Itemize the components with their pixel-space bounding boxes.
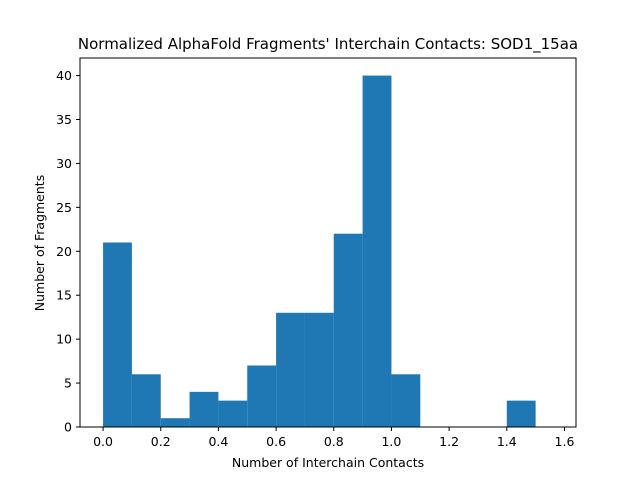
histogram-bar — [276, 312, 305, 427]
bars-group — [103, 75, 536, 428]
x-tick-label: 1.0 — [381, 434, 401, 449]
x-tick-label: 0.4 — [208, 434, 228, 449]
y-tick-label: 30 — [56, 156, 72, 171]
y-tick-label: 25 — [56, 200, 72, 215]
y-tick-label: 40 — [56, 68, 72, 83]
y-tick-label: 35 — [56, 112, 72, 127]
x-tick-label: 1.2 — [439, 434, 459, 449]
x-axis-label: Number of Interchain Contacts — [232, 455, 424, 470]
histogram-bar — [189, 391, 219, 427]
y-axis-label: Number of Fragments — [32, 175, 47, 311]
y-tick-label: 0 — [64, 420, 72, 435]
histogram-bar — [506, 400, 536, 427]
histogram-bar — [160, 418, 190, 427]
y-tick-label: 5 — [64, 376, 72, 391]
histogram-bar — [131, 374, 161, 427]
histogram-bar — [304, 312, 334, 427]
y-tick-label: 20 — [56, 244, 72, 259]
histogram-bar — [333, 233, 363, 427]
x-tick-label: 0.2 — [151, 434, 171, 449]
y-axis-ticks: 0 5 10 15 20 25 30 35 40 — [56, 68, 80, 435]
x-tick-label: 0.6 — [266, 434, 286, 449]
histogram-bar — [362, 75, 392, 428]
histogram-bar — [247, 365, 277, 427]
y-tick-label: 15 — [56, 288, 72, 303]
x-tick-label: 1.4 — [497, 434, 517, 449]
x-tick-label: 0.0 — [93, 434, 113, 449]
histogram-bar — [103, 242, 132, 427]
y-tick-label: 10 — [56, 332, 72, 347]
x-tick-label: 1.6 — [555, 434, 575, 449]
x-axis-ticks: 0.0 0.2 0.4 0.6 0.8 1.0 1.2 1.4 1.6 — [93, 427, 574, 449]
histogram-bar — [391, 374, 421, 427]
chart-title: Normalized AlphaFold Fragments' Intercha… — [78, 35, 578, 54]
histogram-bar — [218, 400, 248, 427]
plot-frame — [79, 57, 577, 428]
x-tick-label: 0.8 — [324, 434, 344, 449]
